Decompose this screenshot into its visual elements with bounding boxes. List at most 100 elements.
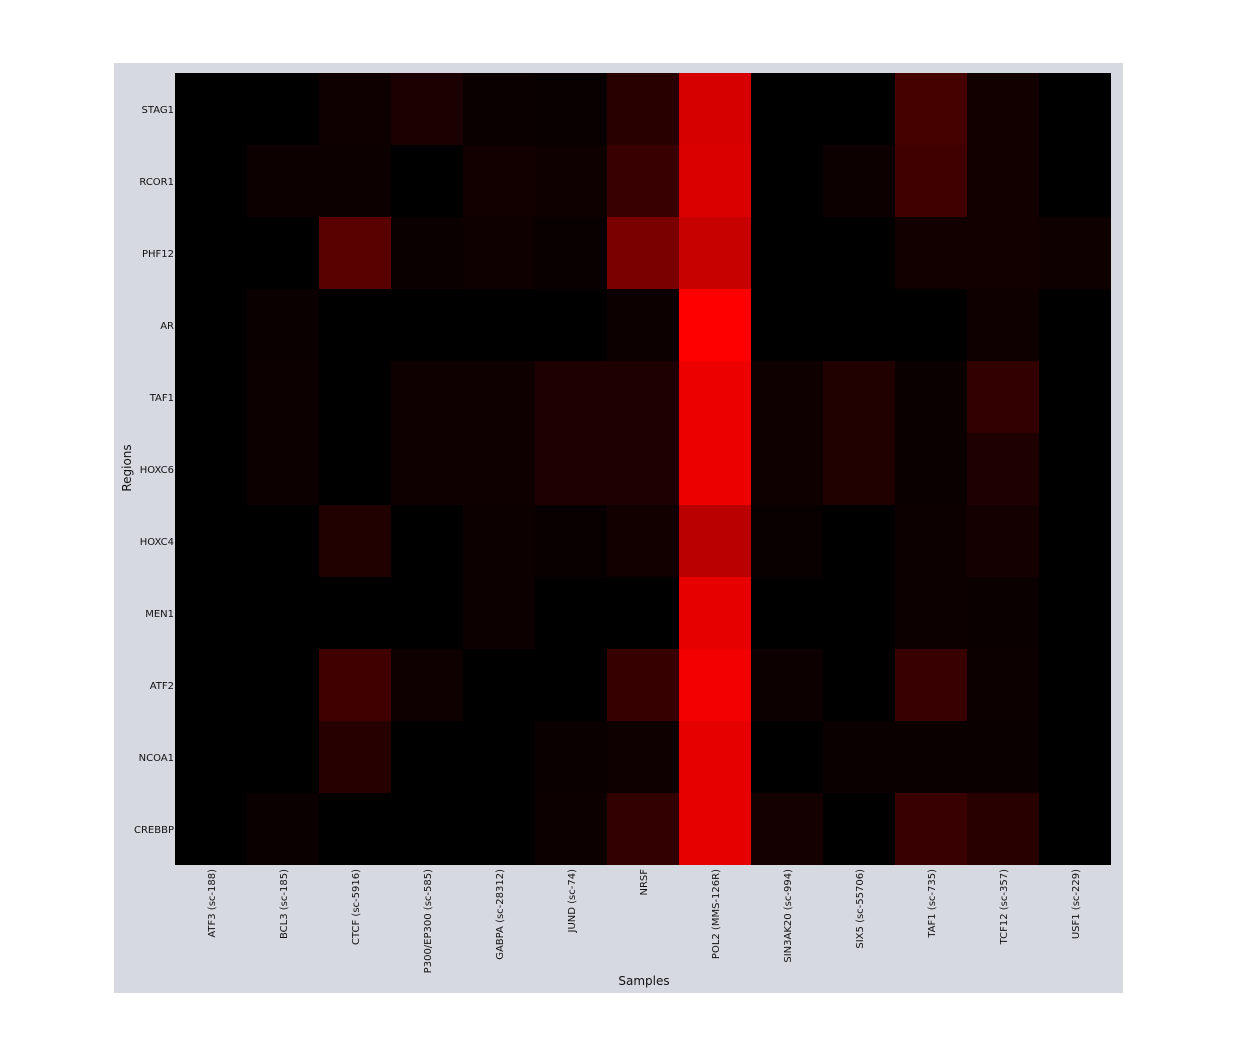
heatmap-cells xyxy=(175,73,1111,865)
heatmap-cell xyxy=(535,649,607,721)
heatmap-cell xyxy=(1039,649,1111,721)
x-tick-label: POL2 (MMS-126R) xyxy=(711,869,722,959)
heatmap-cell xyxy=(967,145,1039,217)
heatmap-cell xyxy=(247,505,319,577)
x-tick-label: TCF12 (sc-357) xyxy=(999,869,1010,945)
heatmap-cell xyxy=(1039,721,1111,793)
heatmap-cell xyxy=(175,433,247,505)
heatmap-cell xyxy=(175,145,247,217)
heatmap-cell xyxy=(751,289,823,361)
heatmap-cell xyxy=(391,577,463,649)
heatmap-cell xyxy=(1039,433,1111,505)
heatmap-cell xyxy=(967,289,1039,361)
heatmap-cell xyxy=(967,577,1039,649)
heatmap-cell xyxy=(967,721,1039,793)
heatmap-cell xyxy=(1039,505,1111,577)
heatmap-cell xyxy=(607,577,679,649)
heatmap-cell xyxy=(679,577,751,649)
heatmap-cell xyxy=(319,289,391,361)
heatmap-cell xyxy=(1039,793,1111,865)
heatmap-cell xyxy=(1039,217,1111,289)
heatmap-cell xyxy=(535,505,607,577)
heatmap-cell xyxy=(751,217,823,289)
x-tick-label: TAF1 (sc-735) xyxy=(927,869,938,939)
heatmap-cell xyxy=(175,577,247,649)
heatmap-cell xyxy=(247,217,319,289)
x-tick-label: P300/EP300 (sc-585) xyxy=(423,869,434,973)
y-axis-title: Regions xyxy=(120,444,134,491)
heatmap-cell xyxy=(607,145,679,217)
heatmap-cell xyxy=(319,145,391,217)
heatmap-cell xyxy=(391,145,463,217)
heatmap-cell xyxy=(823,217,895,289)
heatmap-cell xyxy=(175,73,247,145)
heatmap-cell xyxy=(895,577,967,649)
heatmap-cell xyxy=(751,505,823,577)
heatmap-cell xyxy=(391,361,463,433)
heatmap-cell xyxy=(967,361,1039,433)
heatmap-cell xyxy=(247,361,319,433)
heatmap-cell xyxy=(751,649,823,721)
heatmap-cell xyxy=(895,361,967,433)
y-tick-label: HOXC4 xyxy=(140,537,174,548)
heatmap-cell xyxy=(895,505,967,577)
heatmap-cell xyxy=(247,577,319,649)
heatmap-cell xyxy=(751,721,823,793)
x-tick-label: CTCF (sc-5916) xyxy=(351,869,362,945)
heatmap-cell xyxy=(967,649,1039,721)
heatmap-cell xyxy=(535,73,607,145)
heatmap-cell xyxy=(751,577,823,649)
heatmap-cell xyxy=(967,505,1039,577)
x-axis-title: Samples xyxy=(618,974,669,988)
y-tick-label: AR xyxy=(160,321,174,332)
heatmap-cell xyxy=(319,649,391,721)
heatmap-cell xyxy=(175,649,247,721)
heatmap-cell xyxy=(895,721,967,793)
y-tick-label: TAF1 xyxy=(149,393,174,404)
y-tick-label: HOXC6 xyxy=(140,465,174,476)
x-tick-label: SIX5 (sc-55706) xyxy=(855,869,866,949)
heatmap-chart: STAG1 RCOR1 PHF12 AR TAF1 HOXC6 HOXC4 MEN1 ATF2 N… xyxy=(120,73,1111,988)
heatmap-cell xyxy=(607,289,679,361)
heatmap-cell xyxy=(679,73,751,145)
heatmap-cell xyxy=(247,649,319,721)
heatmap-cell xyxy=(823,721,895,793)
heatmap-cell xyxy=(679,217,751,289)
heatmap-cell xyxy=(535,217,607,289)
heatmap-cell xyxy=(535,361,607,433)
heatmap-cell xyxy=(463,721,535,793)
heatmap-cell xyxy=(679,433,751,505)
heatmap-cell xyxy=(535,289,607,361)
heatmap-cell xyxy=(319,217,391,289)
heatmap-cell xyxy=(823,73,895,145)
heatmap-cell xyxy=(319,505,391,577)
heatmap-cell xyxy=(175,361,247,433)
heatmap-cell xyxy=(391,73,463,145)
x-tick-label: SIN3AK20 (sc-994) xyxy=(783,869,794,963)
heatmap-cell xyxy=(391,289,463,361)
heatmap-cell xyxy=(607,361,679,433)
heatmap-cell xyxy=(1039,289,1111,361)
heatmap-cell xyxy=(751,793,823,865)
heatmap-cell xyxy=(1039,361,1111,433)
heatmap-cell xyxy=(1039,145,1111,217)
heatmap-cell xyxy=(247,145,319,217)
heatmap-cell xyxy=(607,505,679,577)
heatmap-cell xyxy=(895,433,967,505)
x-tick-label: BCL3 (sc-185) xyxy=(279,869,290,939)
heatmap-cell xyxy=(607,433,679,505)
heatmap-cell xyxy=(247,73,319,145)
heatmap-cell xyxy=(319,361,391,433)
heatmap-cell xyxy=(175,217,247,289)
heatmap-cell xyxy=(175,721,247,793)
heatmap-cell xyxy=(463,649,535,721)
heatmap-cell xyxy=(607,649,679,721)
y-tick-label: ATF2 xyxy=(150,681,174,692)
y-tick-label: MEN1 xyxy=(145,609,174,620)
heatmap-cell xyxy=(679,721,751,793)
heatmap-cell xyxy=(463,505,535,577)
heatmap-cell xyxy=(175,289,247,361)
heatmap-cell xyxy=(535,433,607,505)
heatmap-cell xyxy=(1039,73,1111,145)
x-tick-labels: ATF3 (sc-188) BCL3 (sc-185) CTCF (sc-5916)… xyxy=(207,869,1082,974)
